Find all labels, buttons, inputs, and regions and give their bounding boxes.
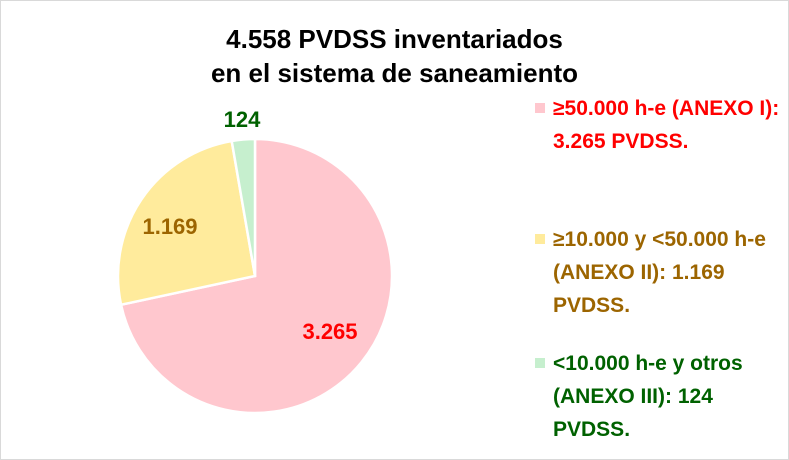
pie-slice-anexo-ii <box>116 139 257 307</box>
legend-label-anexo-i: ≥50.000 h-e (ANEXO I): 3.265 PVDSS. <box>553 97 780 153</box>
chart-title-line-1: 4.558 PVDSS inventariados <box>226 24 563 54</box>
legend-item-anexo-ii: ≥10.000 y <50.000 h-e (ANEXO II): 1.169 … <box>535 223 785 322</box>
chart-title: 4.558 PVDSS inventariados en el sistema … <box>0 22 789 90</box>
data-label-anexo-i: 3.265 <box>302 319 357 344</box>
pie-slice-anexo-i <box>119 137 394 415</box>
legend-swatch-anexo-i <box>535 103 545 113</box>
data-label-anexo-ii: 1.169 <box>142 214 197 239</box>
legend-item-anexo-i: ≥50.000 h-e (ANEXO I): 3.265 PVDSS. <box>535 92 785 158</box>
legend-label-anexo-iii: <10.000 h-e y otros (ANEXO III): 124 PVD… <box>553 352 743 441</box>
legend-item-anexo-iii: <10.000 h-e y otros (ANEXO III): 124 PVD… <box>535 347 785 446</box>
legend-swatch-anexo-iii <box>535 358 545 368</box>
legend-label-anexo-ii: ≥10.000 y <50.000 h-e (ANEXO II): 1.169 … <box>553 228 766 317</box>
data-label-anexo-iii: 124 <box>224 107 261 132</box>
legend-swatch-anexo-ii <box>535 234 545 244</box>
chart-title-line-2: en el sistema de saneamiento <box>210 58 579 88</box>
pie-slice-anexo-iii <box>230 137 257 277</box>
